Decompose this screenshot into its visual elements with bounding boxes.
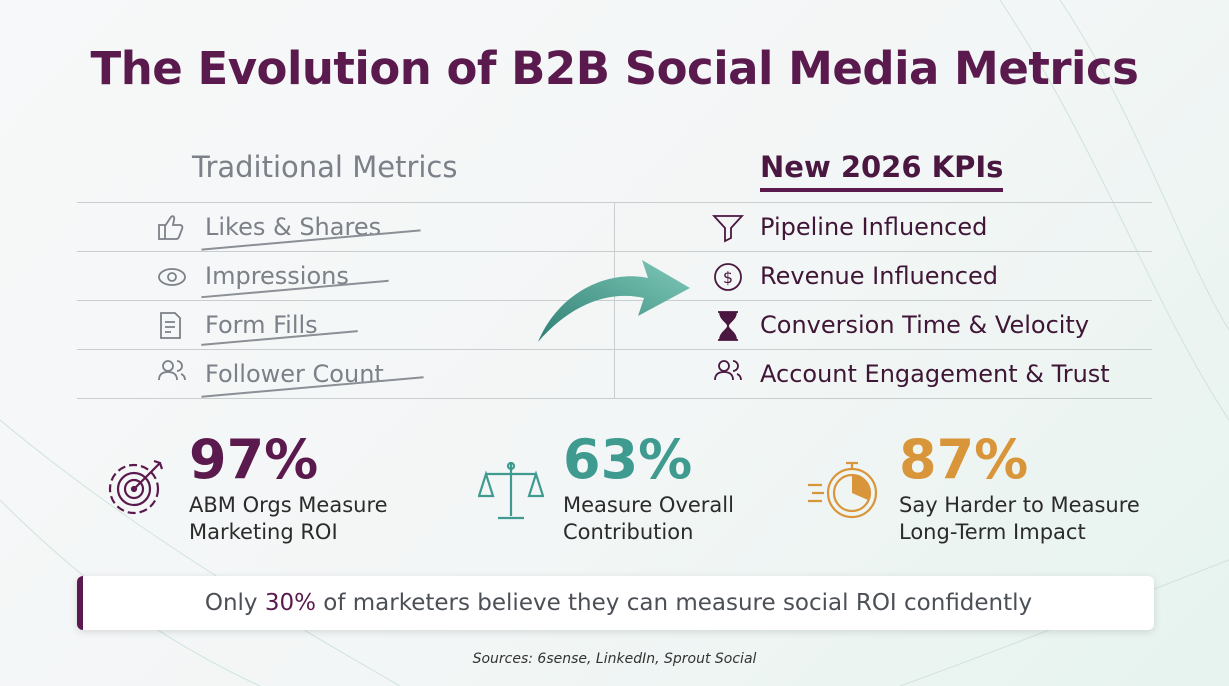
column-divider — [614, 202, 615, 398]
old-metric-text: Likes & Shares — [205, 213, 382, 241]
target-gear-icon — [108, 459, 164, 515]
stat-value: 97% — [189, 428, 319, 491]
stat-label: ABM Orgs Measure Marketing ROI — [189, 493, 388, 544]
new-kpi: Pipeline Influenced — [760, 213, 988, 241]
new-icons: $ — [712, 215, 744, 381]
old-metric-text: Form Fills — [205, 311, 318, 339]
stat-value: 87% — [899, 428, 1029, 491]
callout-highlight: 30% — [264, 590, 316, 616]
new-kpi: Conversion Time & Velocity — [760, 311, 1090, 339]
svg-text:$: $ — [723, 268, 733, 287]
old-metric: Impressions — [205, 252, 349, 301]
stat-label: Measure Overall Contribution — [563, 493, 734, 544]
sources: Sources: 6sense, LinkedIn, Sprout Social — [472, 651, 757, 667]
old-metric: Form Fills — [205, 301, 318, 350]
callout-text: Only — [204, 590, 265, 616]
new-kpi: Revenue Influenced — [760, 262, 998, 290]
scale-icon — [478, 461, 544, 520]
heading-text: Traditional Metrics — [192, 150, 458, 184]
traditional-heading: Traditional Metrics — [192, 150, 457, 184]
modern-heading: New 2026 KPIs — [760, 150, 1004, 192]
old-metric-text: Follower Count — [205, 360, 384, 388]
stat-value: 63% — [563, 428, 693, 491]
stopwatch-icon — [808, 461, 878, 519]
old-metric-text: Impressions — [205, 262, 349, 290]
old-icons — [158, 215, 186, 381]
new-kpi: Account Engagement & Trust — [760, 360, 1110, 388]
callout: Only 30% of marketers believe they can m… — [77, 576, 1154, 630]
old-metric: Likes & Shares — [205, 203, 381, 252]
callout-text: of marketers believe they can measure so… — [315, 590, 1033, 616]
transition-arrow — [538, 260, 690, 342]
old-metric: Follower Count — [205, 350, 384, 399]
stat-label: Say Harder to Measure Long-Term Impact — [899, 493, 1140, 544]
title: The Evolution of B2B Social Media Metric… — [90, 42, 1139, 95]
divider — [77, 398, 1152, 399]
